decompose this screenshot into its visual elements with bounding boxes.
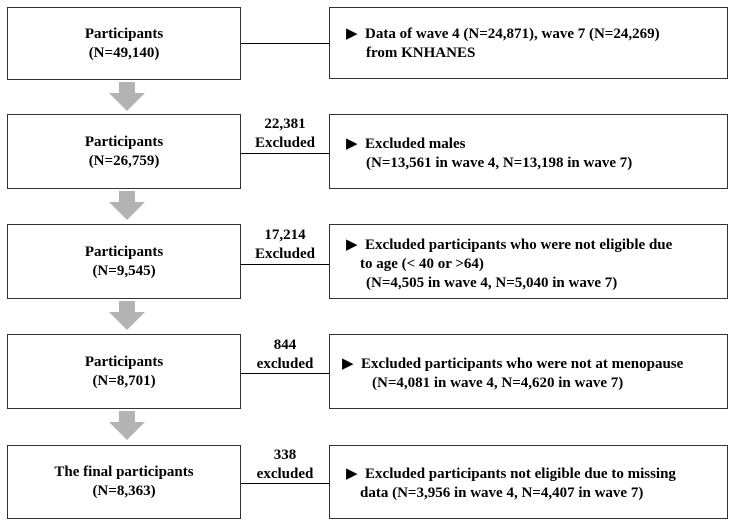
exclusion-text: Excluded (254, 135, 315, 151)
connector-line (241, 43, 329, 44)
step-title: Participants (84, 25, 164, 42)
triangle-marker-icon: ▶ (346, 237, 358, 253)
note-line: (N=4,081 in wave 4, N=4,620 in wave 7) (372, 375, 624, 391)
down-arrow-icon (109, 191, 145, 220)
exclusion-label-1: 22,381 Excluded (245, 115, 325, 153)
exclusion-text: excluded (256, 466, 314, 482)
step-title: Participants (84, 353, 164, 370)
step-title: The final participants (54, 464, 194, 480)
note-line: data (N=3,956 in wave 4, N=4,407 in wave… (360, 485, 644, 501)
note-line: Excluded participants not eligible due t… (365, 466, 676, 482)
step-count: (N=26,759) (88, 152, 160, 169)
exclusion-count: 22,381 (264, 116, 306, 132)
participants-box-2: Participants (N=26,759) (7, 114, 241, 189)
note-line: from KNHANES (366, 45, 476, 61)
exclusion-label-4: 338 excluded (245, 446, 325, 484)
exclusion-label-3: 844 excluded (245, 336, 325, 374)
note-line: (N=4,505 in wave 4, N=5,040 in wave 7) (366, 275, 618, 291)
note-line: to age (< 40 or >64) (360, 256, 484, 272)
participants-box-3: Participants (N=9,545) (7, 224, 241, 299)
triangle-marker-icon: ▶ (346, 136, 358, 152)
exclusion-count: 338 (273, 447, 297, 463)
exclusion-count: 844 (273, 337, 297, 353)
down-arrow-icon (109, 301, 145, 330)
exclusion-count: 17,214 (264, 227, 306, 243)
triangle-marker-icon: ▶ (346, 26, 358, 42)
note-line: Data of wave 4 (N=24,871), wave 7 (N=24,… (365, 26, 660, 42)
step-title: Participants (84, 243, 164, 260)
connector-line (241, 483, 329, 484)
step-count: (N=8,363) (92, 483, 156, 499)
exclusion-text: excluded (256, 356, 314, 372)
down-arrow-icon (109, 82, 145, 111)
note-box-3: ▶ Excluded participants who were not eli… (329, 224, 728, 299)
exclusion-text: Excluded (254, 246, 315, 262)
note-box-4: ▶ Excluded participants who were not at … (329, 334, 728, 409)
note-box-2: ▶ Excluded males (N=13,561 in wave 4, N=… (329, 114, 728, 189)
triangle-marker-icon: ▶ (342, 356, 354, 372)
down-arrow-icon (109, 411, 145, 440)
note-line: (N=13,561 in wave 4, N=13,198 in wave 7) (366, 155, 633, 171)
note-line: Excluded participants who were not eligi… (365, 237, 673, 253)
participants-box-4: Participants (N=8,701) (7, 334, 241, 409)
connector-line (241, 153, 329, 154)
step-title: Participants (84, 133, 164, 150)
step-count: (N=8,701) (92, 372, 156, 389)
step-count: (N=9,545) (92, 262, 156, 279)
exclusion-label-2: 17,214 Excluded (245, 226, 325, 264)
triangle-marker-icon: ▶ (346, 466, 358, 482)
connector-line (241, 264, 329, 265)
note-box-5: ▶ Excluded participants not eligible due… (329, 445, 728, 519)
note-line: Excluded males (365, 136, 466, 152)
step-count: (N=49,140) (88, 44, 160, 61)
connector-line (241, 373, 329, 374)
note-line: Excluded participants who were not at me… (361, 356, 684, 372)
participants-box-1: Participants (N=49,140) (7, 7, 241, 80)
final-participants-box: The final participants (N=8,363) (7, 445, 241, 519)
note-box-1: ▶ Data of wave 4 (N=24,871), wave 7 (N=2… (329, 7, 728, 79)
